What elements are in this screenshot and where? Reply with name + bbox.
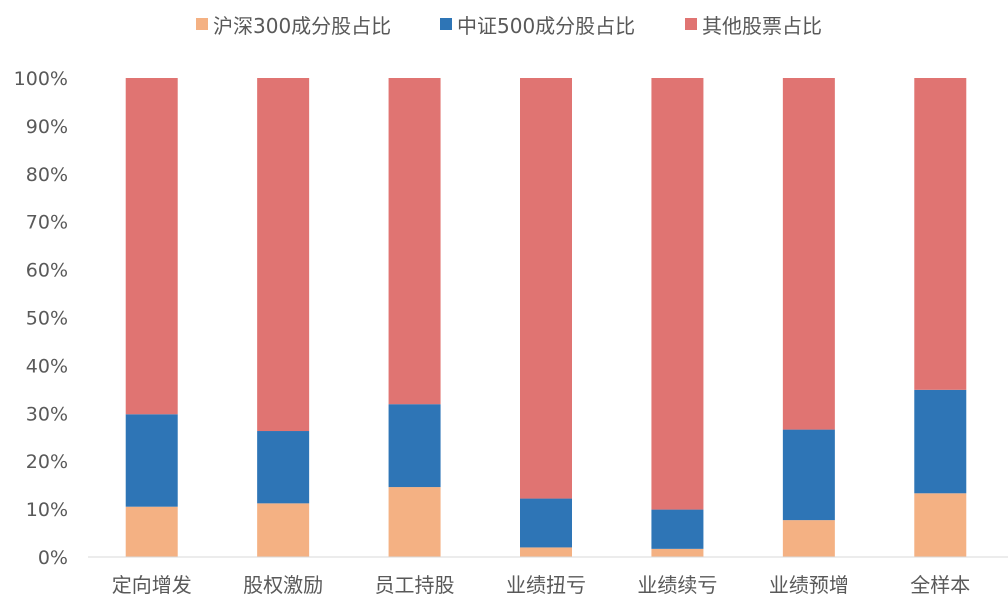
y-tick-label: 90% xyxy=(26,116,68,138)
legend-swatch xyxy=(685,18,697,30)
y-tick-label: 40% xyxy=(26,355,68,377)
x-category-label: 股权激励 xyxy=(243,573,323,597)
y-tick-label: 0% xyxy=(38,547,68,569)
bar-segment-csi500 xyxy=(257,431,310,504)
bar-segment-other xyxy=(782,78,835,430)
x-category-label: 业绩续亏 xyxy=(637,573,717,597)
bars xyxy=(125,78,967,557)
x-category-label: 业绩预增 xyxy=(769,573,849,597)
bar-segment-hs300 xyxy=(125,506,178,557)
bar-segment-hs300 xyxy=(520,547,572,557)
bar-segment-other xyxy=(125,78,178,415)
y-tick-label: 50% xyxy=(26,308,68,330)
bar-segment-csi500 xyxy=(520,498,572,548)
bar-segment-hs300 xyxy=(914,493,967,557)
y-axis: 0% 10% 20% 30% 40% 50% 60% 70% 80% 90% 100% xyxy=(14,68,68,569)
bar-segment-other xyxy=(651,78,704,510)
legend-label: 其他股票占比 xyxy=(702,14,822,38)
x-axis: 定向增发 股权激励 员工持股 业绩扭亏 业绩续亏 业绩预增 全样本 xyxy=(112,573,971,597)
bar-segment-csi500 xyxy=(651,509,704,549)
y-tick-label: 30% xyxy=(26,403,68,425)
bar-segment-csi500 xyxy=(782,429,835,521)
bar-segment-other xyxy=(520,78,572,499)
legend-label: 中证500成分股占比 xyxy=(457,14,635,38)
bar-segment-other xyxy=(914,78,967,390)
y-tick-label: 10% xyxy=(26,499,68,521)
x-category-label: 定向增发 xyxy=(112,573,192,597)
bar-segment-csi500 xyxy=(125,414,178,507)
bar-segment-csi500 xyxy=(914,389,967,494)
bar-segment-other xyxy=(388,78,441,405)
legend-label: 沪深300成分股占比 xyxy=(213,14,391,38)
legend-swatch xyxy=(196,18,208,30)
y-tick-label: 80% xyxy=(26,164,68,186)
legend: 沪深300成分股占比 中证500成分股占比 其他股票占比 xyxy=(196,14,822,38)
x-category-label: 全样本 xyxy=(910,573,970,597)
y-tick-label: 20% xyxy=(26,451,68,473)
bar-segment-hs300 xyxy=(388,487,441,557)
bar-segment-hs300 xyxy=(651,548,704,557)
bar-segment-hs300 xyxy=(257,503,310,557)
legend-swatch xyxy=(440,18,452,30)
bar-segment-hs300 xyxy=(782,520,835,557)
x-category-label: 员工持股 xyxy=(375,573,455,597)
y-tick-label: 60% xyxy=(26,260,68,282)
x-category-label: 业绩扭亏 xyxy=(506,573,586,597)
y-tick-label: 70% xyxy=(26,212,68,234)
y-tick-label: 100% xyxy=(14,68,68,90)
bar-segment-csi500 xyxy=(388,404,441,488)
bar-segment-other xyxy=(257,78,310,432)
